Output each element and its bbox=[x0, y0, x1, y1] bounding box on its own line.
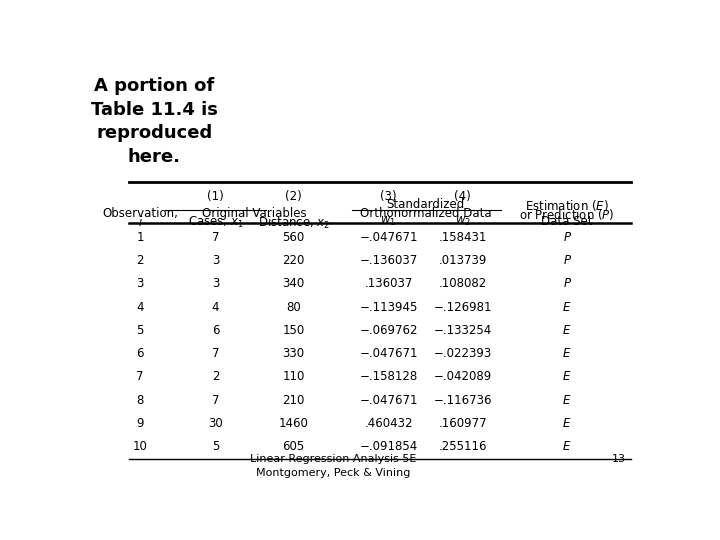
Text: −.116736: −.116736 bbox=[433, 394, 492, 407]
Text: $\mathit{E}$: $\mathit{E}$ bbox=[562, 347, 572, 360]
Text: 30: 30 bbox=[208, 417, 223, 430]
Text: 1460: 1460 bbox=[279, 417, 309, 430]
Text: .108082: .108082 bbox=[438, 277, 487, 291]
Text: .136037: .136037 bbox=[364, 277, 413, 291]
Text: 110: 110 bbox=[282, 370, 305, 383]
Text: (2): (2) bbox=[285, 190, 302, 202]
Text: .160977: .160977 bbox=[438, 417, 487, 430]
Text: $\mathit{P}$: $\mathit{P}$ bbox=[562, 231, 572, 244]
Text: 13: 13 bbox=[612, 454, 626, 463]
Text: 560: 560 bbox=[282, 231, 305, 244]
Text: (1): (1) bbox=[207, 190, 224, 202]
Text: 2: 2 bbox=[212, 370, 220, 383]
Text: 330: 330 bbox=[283, 347, 305, 360]
Text: −.126981: −.126981 bbox=[433, 301, 492, 314]
Text: 7: 7 bbox=[212, 347, 220, 360]
Text: $i$: $i$ bbox=[138, 215, 143, 230]
Text: 7: 7 bbox=[137, 370, 144, 383]
Text: 5: 5 bbox=[212, 440, 219, 453]
Text: Original Variables: Original Variables bbox=[202, 207, 307, 220]
Text: 9: 9 bbox=[137, 417, 144, 430]
Text: 1: 1 bbox=[137, 231, 144, 244]
Text: $\mathit{P}$: $\mathit{P}$ bbox=[562, 254, 572, 267]
Text: $\mathit{E}$: $\mathit{E}$ bbox=[562, 417, 572, 430]
Text: 4: 4 bbox=[137, 301, 144, 314]
Text: $w_2$: $w_2$ bbox=[455, 215, 471, 228]
Text: .460432: .460432 bbox=[364, 417, 413, 430]
Text: A portion of
Table 11.4 is
reproduced
here.: A portion of Table 11.4 is reproduced he… bbox=[91, 77, 217, 166]
Text: $\mathit{E}$: $\mathit{E}$ bbox=[562, 394, 572, 407]
Text: $w_1$: $w_1$ bbox=[380, 215, 397, 228]
Text: 10: 10 bbox=[132, 440, 148, 453]
Text: −.047671: −.047671 bbox=[359, 231, 418, 244]
Text: Data Set: Data Set bbox=[541, 215, 593, 228]
Text: −.069762: −.069762 bbox=[359, 324, 418, 337]
Text: .255116: .255116 bbox=[438, 440, 487, 453]
Text: (4): (4) bbox=[454, 190, 471, 202]
Text: Standardized: Standardized bbox=[387, 198, 465, 211]
Text: or Prediction ($P$): or Prediction ($P$) bbox=[519, 207, 615, 221]
Text: (3): (3) bbox=[380, 190, 397, 202]
Text: −.047671: −.047671 bbox=[359, 347, 418, 360]
Text: Distance, $x_2$: Distance, $x_2$ bbox=[258, 215, 330, 232]
Text: −.091854: −.091854 bbox=[359, 440, 418, 453]
Text: Estimation ($E$): Estimation ($E$) bbox=[525, 198, 609, 213]
Text: Observation,: Observation, bbox=[102, 207, 178, 220]
Text: $\mathit{E}$: $\mathit{E}$ bbox=[562, 440, 572, 453]
Text: .013739: .013739 bbox=[438, 254, 487, 267]
Text: $\mathit{E}$: $\mathit{E}$ bbox=[562, 324, 572, 337]
Text: −.133254: −.133254 bbox=[433, 324, 492, 337]
Text: $\mathit{P}$: $\mathit{P}$ bbox=[562, 277, 572, 291]
Text: 220: 220 bbox=[282, 254, 305, 267]
Text: Cases, $x_1$: Cases, $x_1$ bbox=[188, 215, 243, 231]
Text: 80: 80 bbox=[287, 301, 301, 314]
Text: 150: 150 bbox=[282, 324, 305, 337]
Text: 340: 340 bbox=[282, 277, 305, 291]
Text: $\mathit{E}$: $\mathit{E}$ bbox=[562, 370, 572, 383]
Text: 3: 3 bbox=[212, 277, 219, 291]
Text: −.042089: −.042089 bbox=[433, 370, 492, 383]
Text: 4: 4 bbox=[212, 301, 220, 314]
Text: 6: 6 bbox=[137, 347, 144, 360]
Text: 8: 8 bbox=[137, 394, 144, 407]
Text: 2: 2 bbox=[137, 254, 144, 267]
Text: −.113945: −.113945 bbox=[359, 301, 418, 314]
Text: 7: 7 bbox=[212, 231, 220, 244]
Text: Orthonormalized Data: Orthonormalized Data bbox=[360, 207, 492, 220]
Text: .158431: .158431 bbox=[438, 231, 487, 244]
Text: $\mathit{E}$: $\mathit{E}$ bbox=[562, 301, 572, 314]
Text: 210: 210 bbox=[282, 394, 305, 407]
Text: −.136037: −.136037 bbox=[359, 254, 418, 267]
Text: Linear Regression Analysis 5E
Montgomery, Peck & Vining: Linear Regression Analysis 5E Montgomery… bbox=[250, 454, 416, 477]
Text: 3: 3 bbox=[137, 277, 144, 291]
Text: 6: 6 bbox=[212, 324, 220, 337]
Text: 5: 5 bbox=[137, 324, 144, 337]
Text: 605: 605 bbox=[282, 440, 305, 453]
Text: −.022393: −.022393 bbox=[433, 347, 492, 360]
Text: 3: 3 bbox=[212, 254, 219, 267]
Text: 7: 7 bbox=[212, 394, 220, 407]
Text: −.047671: −.047671 bbox=[359, 394, 418, 407]
Text: −.158128: −.158128 bbox=[359, 370, 418, 383]
